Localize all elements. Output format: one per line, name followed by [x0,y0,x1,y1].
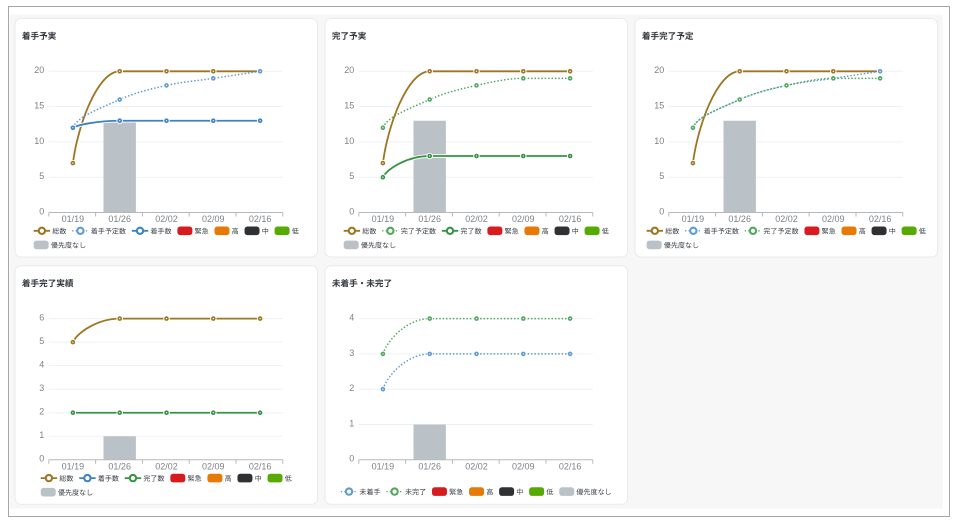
svg-text:10: 10 [344,136,354,146]
svg-text:15: 15 [654,101,664,111]
svg-text:01/19: 01/19 [62,462,85,472]
svg-text:5: 5 [39,336,44,346]
svg-text:0: 0 [39,206,44,216]
svg-text:1: 1 [349,418,354,428]
svg-text:10: 10 [34,136,44,146]
svg-text:15: 15 [34,101,44,111]
svg-text:0: 0 [659,206,664,216]
svg-text:6: 6 [39,313,44,323]
svg-text:5: 5 [349,171,354,181]
svg-text:0: 0 [39,454,44,464]
svg-text:02/02: 02/02 [155,462,178,472]
svg-text:10: 10 [654,136,664,146]
svg-text:01/19: 01/19 [62,214,85,224]
svg-text:20: 20 [34,65,44,75]
svg-text:02/02: 02/02 [465,462,488,472]
svg-text:1: 1 [39,430,44,440]
svg-text:02/16: 02/16 [249,462,272,472]
svg-text:2: 2 [349,383,354,393]
svg-text:3: 3 [349,348,354,358]
svg-text:01/26: 01/26 [108,462,131,472]
svg-text:2: 2 [39,407,44,417]
svg-text:02/16: 02/16 [559,214,582,224]
svg-text:01/26: 01/26 [418,214,441,224]
svg-text:02/09: 02/09 [202,214,225,224]
svg-text:20: 20 [344,65,354,75]
svg-text:01/26: 01/26 [728,214,751,224]
svg-text:01/26: 01/26 [108,214,131,224]
svg-text:02/16: 02/16 [249,214,272,224]
svg-text:01/26: 01/26 [418,462,441,472]
svg-text:4: 4 [39,360,44,370]
svg-text:5: 5 [39,171,44,181]
svg-text:01/19: 01/19 [372,214,395,224]
svg-text:4: 4 [349,313,354,323]
svg-text:02/02: 02/02 [465,214,488,224]
svg-text:02/16: 02/16 [559,462,582,472]
svg-text:3: 3 [39,383,44,393]
svg-text:01/19: 01/19 [372,462,395,472]
svg-text:02/16: 02/16 [869,214,892,224]
svg-text:5: 5 [659,171,664,181]
svg-text:02/09: 02/09 [822,214,845,224]
svg-text:15: 15 [344,101,354,111]
svg-text:02/09: 02/09 [512,214,535,224]
svg-text:01/19: 01/19 [682,214,705,224]
svg-text:02/09: 02/09 [202,462,225,472]
svg-text:02/09: 02/09 [512,462,535,472]
svg-text:0: 0 [349,454,354,464]
svg-text:20: 20 [654,65,664,75]
svg-text:02/02: 02/02 [155,214,178,224]
svg-text:0: 0 [349,206,354,216]
svg-text:02/02: 02/02 [775,214,798,224]
